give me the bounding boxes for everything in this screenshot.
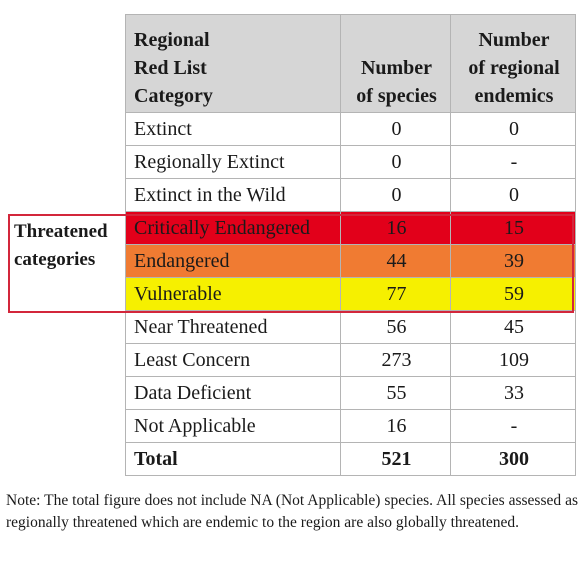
category-cell: Endangered: [125, 244, 341, 278]
species-count-cell: 273: [340, 343, 451, 377]
species-count-cell: 55: [340, 376, 451, 410]
table-row: Regionally Extinct 0 -: [125, 145, 576, 179]
table-row-vulnerable: Vulnerable 77 59: [125, 277, 576, 311]
header-species: Number of species: [340, 14, 451, 113]
category-cell: Vulnerable: [125, 277, 341, 311]
threatened-label-line-2: categories: [14, 249, 96, 270]
category-cell: Total: [125, 442, 341, 476]
header-species-line-1: Number: [360, 57, 433, 79]
header-endemics-line-3: endemics: [474, 85, 554, 107]
threatened-label-line-1: Threatened: [14, 221, 108, 242]
endemics-count-cell: 0: [450, 112, 576, 146]
category-cell: Not Applicable: [125, 409, 341, 443]
header-category-line-3: Category: [134, 85, 213, 107]
header-endemics-line-2: of regional: [468, 57, 560, 79]
species-count-cell: 56: [340, 310, 451, 344]
endemics-count-cell: 300: [450, 442, 576, 476]
species-count-cell: 16: [340, 211, 451, 245]
species-count-cell: 0: [340, 145, 451, 179]
header-category: Regional Red List Category: [125, 14, 341, 113]
endemics-count-cell: 39: [450, 244, 576, 278]
header-endemics: Number of regional endemics: [450, 14, 576, 113]
species-count-cell: 44: [340, 244, 451, 278]
species-count-cell: 77: [340, 277, 451, 311]
endemics-count-cell: -: [450, 145, 576, 179]
endemics-count-cell: 0: [450, 178, 576, 212]
header-category-line-2: Red List: [134, 57, 207, 79]
table-row-total: Total 521 300: [125, 442, 576, 476]
table-header-row: Regional Red List Category Number of spe…: [125, 14, 576, 113]
table-row-endangered: Endangered 44 39: [125, 244, 576, 278]
species-count-cell: 0: [340, 178, 451, 212]
category-cell: Near Threatened: [125, 310, 341, 344]
species-count-cell: 0: [340, 112, 451, 146]
table-row: Near Threatened 56 45: [125, 310, 576, 344]
table-footnote: Note: The total figure does not include …: [6, 492, 578, 531]
species-count-cell: 16: [340, 409, 451, 443]
category-cell: Regionally Extinct: [125, 145, 341, 179]
endemics-count-cell: 109: [450, 343, 576, 377]
category-cell: Data Deficient: [125, 376, 341, 410]
endemics-count-cell: 15: [450, 211, 576, 245]
header-endemics-line-1: Number: [478, 29, 550, 51]
threatened-categories-label: Threatened categories: [14, 218, 126, 274]
red-list-table: Regional Red List Category Number of spe…: [125, 14, 576, 476]
endemics-count-cell: 45: [450, 310, 576, 344]
header-species-line-2: of species: [356, 85, 437, 107]
table-row: Least Concern 273 109: [125, 343, 576, 377]
endemics-count-cell: 33: [450, 376, 576, 410]
category-cell: Critically Endangered: [125, 211, 341, 245]
species-count-cell: 521: [340, 442, 451, 476]
table-row: Data Deficient 55 33: [125, 376, 576, 410]
table-row-critically-endangered: Critically Endangered 16 15: [125, 211, 576, 245]
red-list-table-container: Regional Red List Category Number of spe…: [125, 14, 576, 476]
table-row: Extinct in the Wild 0 0: [125, 178, 576, 212]
category-cell: Extinct: [125, 112, 341, 146]
endemics-count-cell: 59: [450, 277, 576, 311]
header-category-line-1: Regional: [134, 29, 210, 51]
table-row: Extinct 0 0: [125, 112, 576, 146]
category-cell: Extinct in the Wild: [125, 178, 341, 212]
endemics-count-cell: -: [450, 409, 576, 443]
category-cell: Least Concern: [125, 343, 341, 377]
table-row: Not Applicable 16 -: [125, 409, 576, 443]
